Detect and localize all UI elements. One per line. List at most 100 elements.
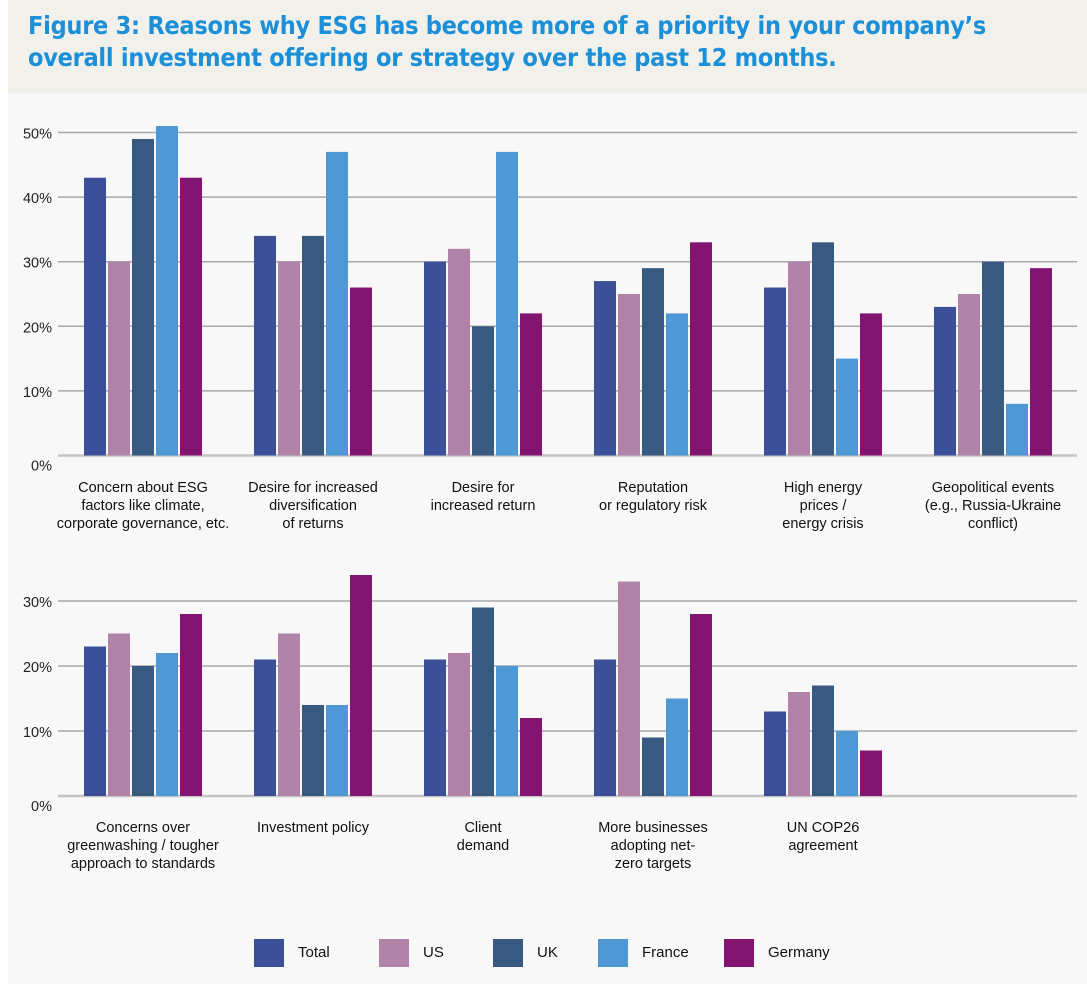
chart2-bar-uk	[472, 607, 494, 796]
chart1-bar-france	[836, 358, 858, 456]
chart2-bar-total	[254, 659, 276, 796]
chart1-category-label: Desire for increased diversification of re…	[248, 480, 378, 532]
category-label-line: prices /	[800, 498, 848, 514]
category-label-line: approach to standards	[71, 856, 215, 872]
chart1-y-tick-label: 20%	[23, 320, 52, 336]
chart1-y-tick-label: 10%	[23, 385, 52, 401]
chart1-category-label: Reputation or regulatory risk	[599, 480, 708, 514]
chart1-bar-us	[618, 294, 640, 456]
chart2-bar-total	[84, 646, 106, 796]
chart1-bar-germany	[180, 177, 202, 456]
category-label-line: energy crisis	[782, 516, 863, 532]
figure-title: Figure 3: Reasons why ESG has become mor…	[28, 10, 1003, 74]
legend-label-us: US	[423, 944, 444, 961]
legend-swatch-germany	[724, 939, 754, 967]
chart1-y-tick-label: 0%	[31, 459, 52, 475]
chart2-y-tick-label: 0%	[31, 799, 52, 815]
chart2-y-tick-label: 30%	[23, 595, 52, 611]
chart2-category-label: Client demand	[457, 820, 509, 854]
chart2-bar-us	[788, 692, 810, 796]
chart2-bar-us	[618, 581, 640, 796]
chart2-bar-germany	[860, 750, 882, 796]
chart1-bar-france	[1006, 403, 1028, 456]
category-label-line: UN COP26	[787, 820, 860, 836]
chart1-bar-uk	[812, 242, 834, 456]
chart1-bar-uk	[982, 261, 1004, 456]
legend-swatch-france	[598, 939, 628, 967]
category-label-line: Concerns over	[96, 820, 190, 836]
chart2-category-label: Investment policy	[257, 820, 370, 836]
chart1-category-label: Desire for increased return	[431, 480, 536, 514]
chart2-bar-germany	[690, 614, 712, 796]
figure-title-line-1: Figure 3: Reasons why ESG has become mor…	[28, 11, 987, 40]
chart1-bar-france	[326, 151, 348, 456]
chart2-bar-germany	[180, 614, 202, 796]
category-label-line: Reputation	[618, 480, 688, 496]
chart1-category-label: High energy prices / energy crisis	[782, 480, 863, 532]
chart1-bar-total	[594, 281, 616, 456]
legend-label-france: France	[642, 944, 689, 961]
chart1-bar-uk	[302, 235, 324, 456]
legend-swatch-total	[254, 939, 284, 967]
category-label-line: adopting net-	[611, 838, 696, 854]
category-label-line: (e.g., Russia-Ukraine	[925, 498, 1061, 514]
chart1-bar-uk	[472, 326, 494, 456]
legend-label-uk: UK	[537, 944, 558, 961]
chart2-bar-total	[594, 659, 616, 796]
chart1-bar-france	[666, 313, 688, 456]
chart2-bar-us	[108, 633, 130, 796]
category-label-line: More businesses	[598, 820, 708, 836]
chart1-y-tick-label: 30%	[23, 256, 52, 272]
chart2-bar-france	[156, 653, 178, 796]
chart1-category-label: Concern about ESG factors like climate, co…	[57, 480, 230, 532]
category-label-line: agreement	[788, 838, 857, 854]
chart1-bar-us	[788, 261, 810, 456]
category-label-line: Investment policy	[257, 820, 370, 836]
category-label-line: of returns	[282, 516, 343, 532]
chart1-bar-germany	[1030, 268, 1052, 456]
category-label-line: or regulatory risk	[599, 498, 708, 514]
chart1-bar-germany	[350, 287, 372, 456]
category-label-line: greenwashing / tougher	[67, 838, 219, 854]
chart1-bar-germany	[860, 313, 882, 456]
chart2-category-label: UN COP26 agreement	[787, 820, 860, 854]
chart1-y-tick-label: 50%	[23, 127, 52, 143]
chart2-y-tick-label: 20%	[23, 660, 52, 676]
legend-label-total: Total	[298, 944, 330, 961]
category-label-line: corporate governance, etc.	[57, 516, 230, 532]
chart1-bar-total	[424, 261, 446, 456]
chart2-bar-france	[326, 705, 348, 796]
chart2-bar-germany	[350, 575, 372, 796]
chart1-bar-uk	[132, 138, 154, 456]
chart1-bar-us	[108, 261, 130, 456]
legend-swatch-uk	[493, 939, 523, 967]
chart2-bar-us	[278, 633, 300, 796]
chart2-bar-uk	[302, 705, 324, 796]
category-label-line: Client	[464, 820, 501, 836]
chart1-bar-total	[254, 235, 276, 456]
title-band: Figure 3: Reasons why ESG has become mor…	[8, 0, 1087, 93]
chart2-bar-germany	[520, 718, 542, 796]
legend-label-germany: Germany	[768, 944, 830, 961]
category-label-line: factors like climate,	[81, 498, 204, 514]
category-label-line: Geopolitical events	[932, 480, 1055, 496]
chart2-bar-uk	[642, 737, 664, 796]
category-label-line: diversification	[269, 498, 357, 514]
chart2-bar-france	[836, 731, 858, 796]
chart2-bar-uk	[812, 685, 834, 796]
chart2-bar-france	[496, 666, 518, 796]
figure-title-line-2: overall investment offering or strategy …	[28, 43, 837, 72]
chart1-bar-germany	[520, 313, 542, 456]
chart1-bar-france	[156, 126, 178, 456]
chart2-bar-uk	[132, 666, 154, 796]
category-label-line: Desire for	[452, 480, 515, 496]
category-label-line: conflict)	[968, 516, 1018, 532]
chart2-y-tick-label: 10%	[23, 725, 52, 741]
chart1-bar-total	[764, 287, 786, 456]
chart1-category-label: Geopolitical events (e.g., Russia-Ukraine…	[925, 480, 1061, 532]
chart1-bar-total	[934, 306, 956, 456]
legend-swatch-us	[379, 939, 409, 967]
category-label-line: Desire for increased	[248, 480, 378, 496]
category-label-line: demand	[457, 838, 509, 854]
chart2-bar-us	[448, 653, 470, 796]
